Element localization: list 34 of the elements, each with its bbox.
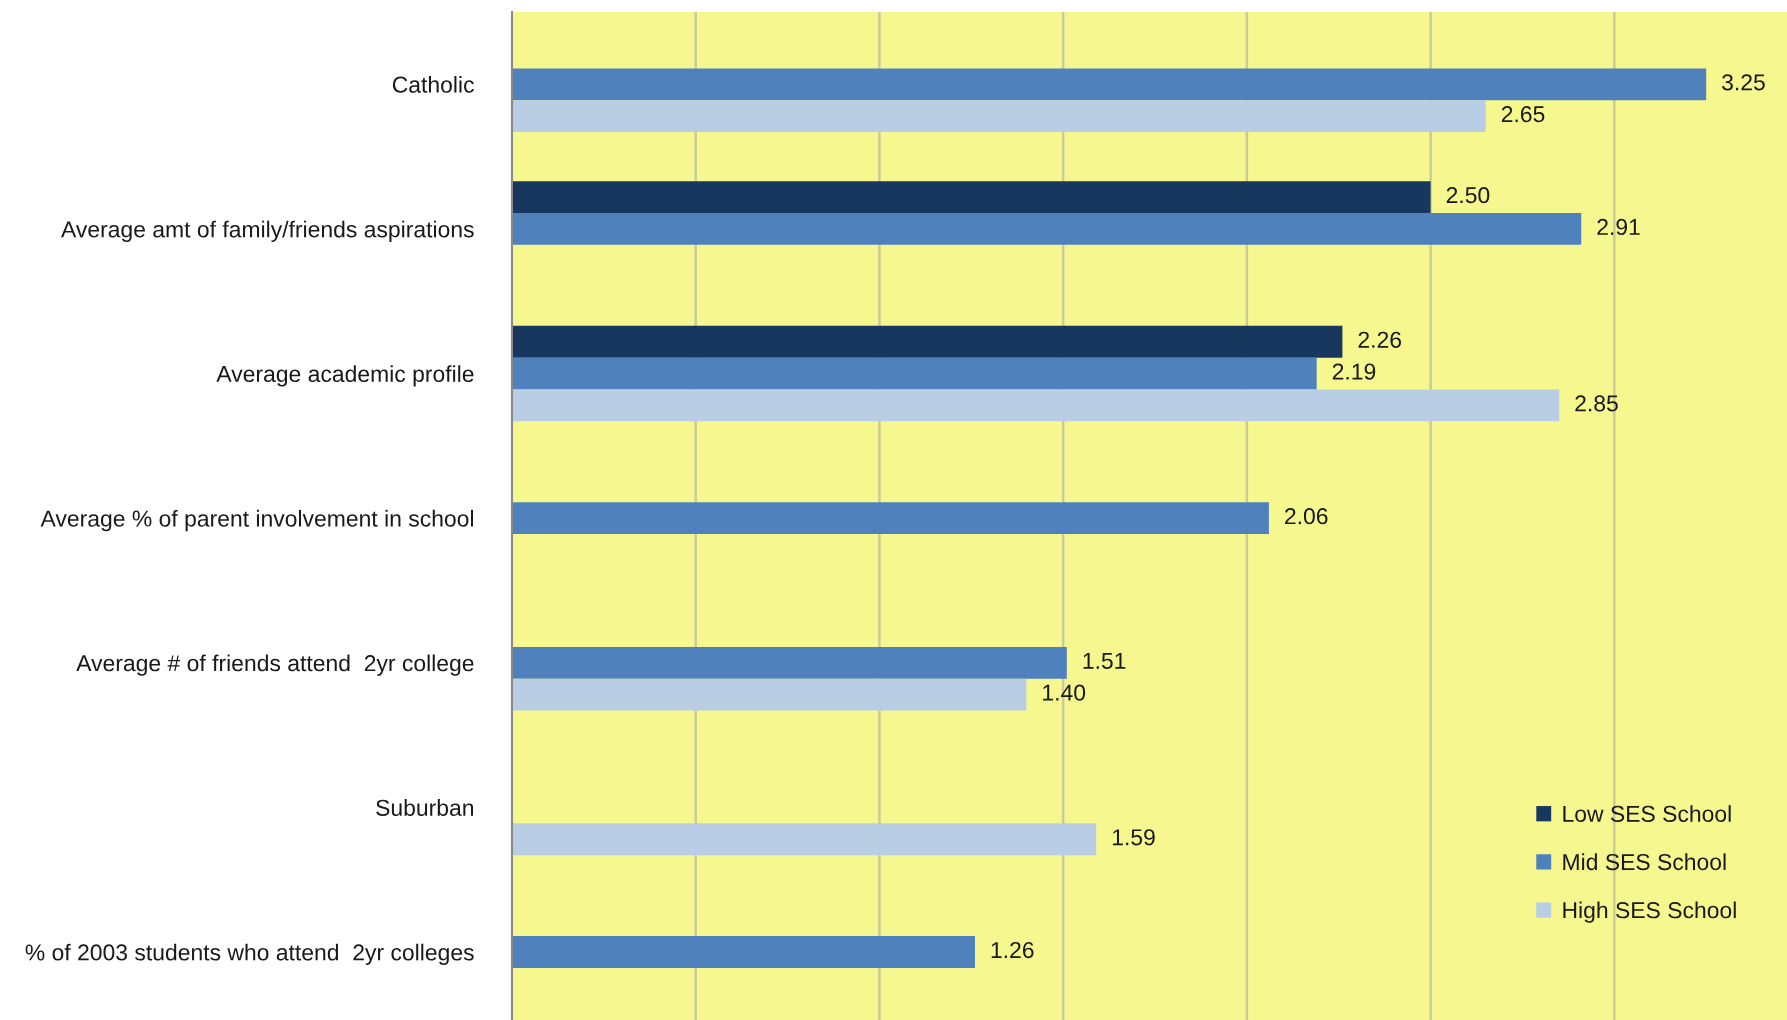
y-tick-label: Average # of friends attend 2yr college: [76, 654, 474, 676]
legend-label: High SES School: [1563, 901, 1736, 923]
data-label: 2.19: [1332, 363, 1376, 380]
y-tick-label: Average % of parent involvement in school: [40, 509, 473, 532]
bar: [512, 936, 975, 968]
bar: [512, 823, 1097, 856]
legend-label: Low SES School: [1563, 805, 1731, 822]
data-label: 2.91: [1597, 218, 1640, 236]
bar: [512, 678, 1027, 711]
data-label: 2.06: [1285, 508, 1328, 525]
bar: [512, 325, 1343, 358]
data-label: 2.50: [1446, 187, 1490, 204]
bar: [512, 100, 1486, 133]
data-label: 3.25: [1722, 74, 1765, 91]
data-label: 2.85: [1575, 395, 1618, 412]
y-tick-label: Catholic: [392, 76, 474, 93]
data-label: 1.26: [991, 941, 1034, 959]
bar: [512, 646, 1067, 679]
bar: [512, 68, 1707, 101]
bar: [512, 181, 1431, 214]
bar: [512, 389, 1560, 422]
data-label: 1.59: [1112, 829, 1155, 846]
y-tick-label: Average academic profile: [216, 365, 474, 387]
data-label: 1.40: [1043, 684, 1086, 701]
bar: [512, 502, 1269, 535]
y-tick-label: Average amt of family/friends aspirations: [61, 220, 474, 242]
bar: [512, 213, 1582, 245]
data-label: 2.65: [1501, 106, 1545, 123]
data-label: 2.26: [1358, 331, 1401, 348]
bar: [512, 357, 1317, 390]
legend-label: Mid SES School: [1563, 853, 1726, 871]
y-tick-label: % of 2003 students who attend 2yr colleges: [25, 943, 474, 966]
data-label: 1.51: [1083, 652, 1126, 669]
y-tick-label: Suburban: [376, 799, 474, 816]
